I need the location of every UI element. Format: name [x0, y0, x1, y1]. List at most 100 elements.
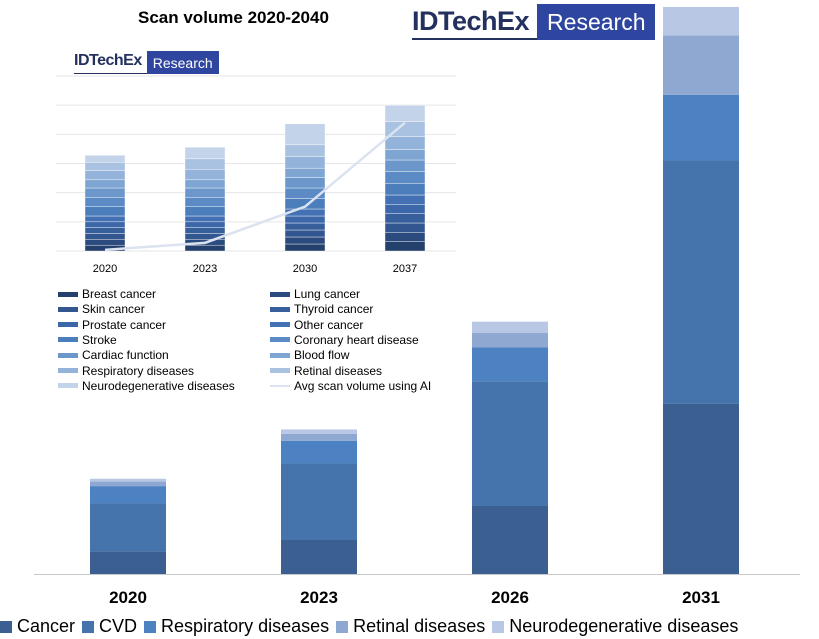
legend-swatch — [270, 368, 290, 373]
inset-bar-retinal-diseases-2030 — [284, 144, 326, 157]
inset-bar-coronary-heart-disease-2020 — [84, 197, 126, 207]
legend-swatch — [270, 322, 290, 328]
bar-retinal-diseases-2023 — [281, 433, 357, 441]
inset-bar-coronary-heart-disease-2030 — [284, 187, 326, 199]
inset-bar-stroke-2020 — [84, 206, 126, 217]
inset-logo-tag: Research — [146, 51, 219, 74]
bar-retinal-diseases-2031 — [663, 35, 739, 95]
legend-label: Thyroid cancer — [294, 302, 374, 317]
inset-line-avg-scan-volume — [104, 121, 406, 252]
x-tick-label-2023: 2023 — [300, 588, 338, 607]
legend-label: Lung cancer — [294, 287, 361, 301]
inset-logo-wordmark: IDTechEx — [74, 51, 147, 74]
inset-bar-prostate-cancer-2037 — [384, 204, 426, 214]
x-tick-label-2031: 2031 — [682, 588, 720, 607]
inset-legend-item: Coronary heart disease — [270, 333, 419, 347]
x-tick-label-2020: 2020 — [109, 588, 147, 607]
idtechex-logo: IDTechEx Research — [412, 4, 656, 40]
legend-item-cancer: Cancer — [0, 616, 75, 637]
inset-bar-cardiac-function-2023 — [184, 187, 226, 198]
inset-bar-stroke-2037 — [384, 183, 426, 196]
inset-legend-item: Stroke — [58, 333, 117, 347]
legend-label: Coronary heart disease — [294, 332, 419, 347]
legend-swatch — [270, 306, 290, 312]
main-legend: Cancer CVD Respiratory diseases Retinal dis… — [0, 616, 745, 637]
inset-x-tick-label-2020: 2020 — [93, 263, 117, 275]
inset-bar-respiratory-diseases-2020 — [84, 170, 126, 181]
bar-neurodegenerative-diseases-2031 — [663, 7, 739, 36]
legend-label: Retinal diseases — [294, 363, 383, 378]
legend-swatch — [58, 337, 78, 343]
legend-label: Breast cancer — [82, 287, 157, 301]
bar-retinal-diseases-2026 — [472, 333, 548, 348]
bar-cvd-2020 — [90, 503, 166, 552]
inset-bar-retinal-diseases-2023 — [184, 158, 226, 170]
chart-title: Scan volume 2020-2040 — [138, 8, 329, 27]
inset-legend-item: Skin cancer — [58, 302, 145, 316]
inset-legend-item: Prostate cancer — [58, 318, 166, 332]
logo-tag: Research — [537, 4, 656, 40]
inset-bar-thyroid-cancer-2030 — [284, 222, 326, 231]
legend-item-respiratory-diseases: Respiratory diseases — [144, 616, 329, 637]
inset-x-tick-label-2037: 2037 — [393, 263, 417, 275]
legend-swatch — [270, 384, 290, 387]
bar-cvd-2023 — [281, 463, 357, 540]
inset-bar-lung-cancer-2020 — [84, 239, 126, 246]
legend-label: Other cancer — [294, 317, 364, 332]
inset-bar-skin-cancer-2030 — [284, 229, 326, 238]
inset-idtechex-logo: IDTechEx Research — [74, 51, 219, 74]
inset-bar-thyroid-cancer-2037 — [384, 213, 426, 224]
logo-wordmark: IDTechEx — [412, 4, 538, 40]
inset-bar-other-cancer-2020 — [84, 215, 126, 223]
inset-bar-skin-cancer-2037 — [384, 222, 426, 233]
inset-legend-item: Cardiac function — [58, 348, 169, 362]
inset-legend-item: Blood flow — [270, 348, 349, 362]
legend-item-retinal-diseases: Retinal diseases — [336, 616, 485, 637]
bar-neurodegenerative-diseases-2023 — [281, 429, 357, 434]
inset-legend-item: Breast cancer — [58, 287, 156, 301]
inset-bar-neurodegenerative-diseases-2037 — [384, 104, 426, 122]
inset-bar-stroke-2023 — [184, 206, 226, 217]
inset-legend-item: Lung cancer — [270, 287, 360, 301]
inset-legend-item: Avg scan volume using AI — [270, 379, 431, 393]
legend-swatch — [58, 368, 78, 373]
bar-respiratory-diseases-2023 — [281, 440, 357, 464]
legend-swatch — [270, 291, 290, 297]
inset-legend-item: Respiratory diseases — [58, 364, 194, 378]
inset-legend-item: Retinal diseases — [270, 364, 382, 378]
inset-x-tick-label-2023: 2023 — [193, 263, 217, 275]
x-tick-label-2026: 2026 — [491, 588, 529, 607]
bar-neurodegenerative-diseases-2026 — [472, 321, 548, 334]
inset-bar-lung-cancer-2037 — [384, 232, 426, 242]
inset-bar-cardiac-function-2020 — [84, 187, 126, 198]
bar-respiratory-diseases-2020 — [90, 486, 166, 504]
bar-cancer-2026 — [472, 505, 548, 574]
inset-legend-item: Thyroid cancer — [270, 302, 373, 316]
legend-label: Neurodegenerative diseases — [82, 378, 235, 393]
legend-swatch — [336, 620, 349, 633]
legend-swatch — [58, 291, 78, 297]
inset-bar-skin-cancer-2020 — [84, 233, 126, 240]
legend-swatch — [58, 352, 78, 358]
bar-cvd-2031 — [663, 160, 739, 404]
legend-label: Respiratory diseases — [82, 363, 195, 378]
bar-cancer-2031 — [663, 403, 739, 574]
legend-label: Blood flow — [294, 348, 350, 363]
bar-retinal-diseases-2020 — [90, 481, 166, 487]
legend-swatch — [492, 620, 505, 633]
inset-bar-coronary-heart-disease-2037 — [384, 171, 426, 184]
inset-bar-blood-flow-2020 — [84, 179, 126, 189]
legend-label: Stroke — [82, 332, 117, 347]
legend-label: Neurodegenerative diseases — [509, 616, 739, 636]
inset-bar-cardiac-function-2037 — [384, 159, 426, 172]
legend-swatch — [270, 352, 290, 358]
legend-label: Retinal diseases — [353, 616, 486, 636]
inset-x-tick-label-2030: 2030 — [293, 263, 317, 275]
inset-bar-neurodegenerative-diseases-2030 — [284, 123, 326, 146]
inset-legend-item: Other cancer — [270, 318, 363, 332]
legend-item-cvd: CVD — [82, 616, 137, 637]
legend-label: CVD — [99, 616, 138, 636]
legend-swatch — [58, 383, 78, 389]
legend-swatch — [270, 337, 290, 343]
